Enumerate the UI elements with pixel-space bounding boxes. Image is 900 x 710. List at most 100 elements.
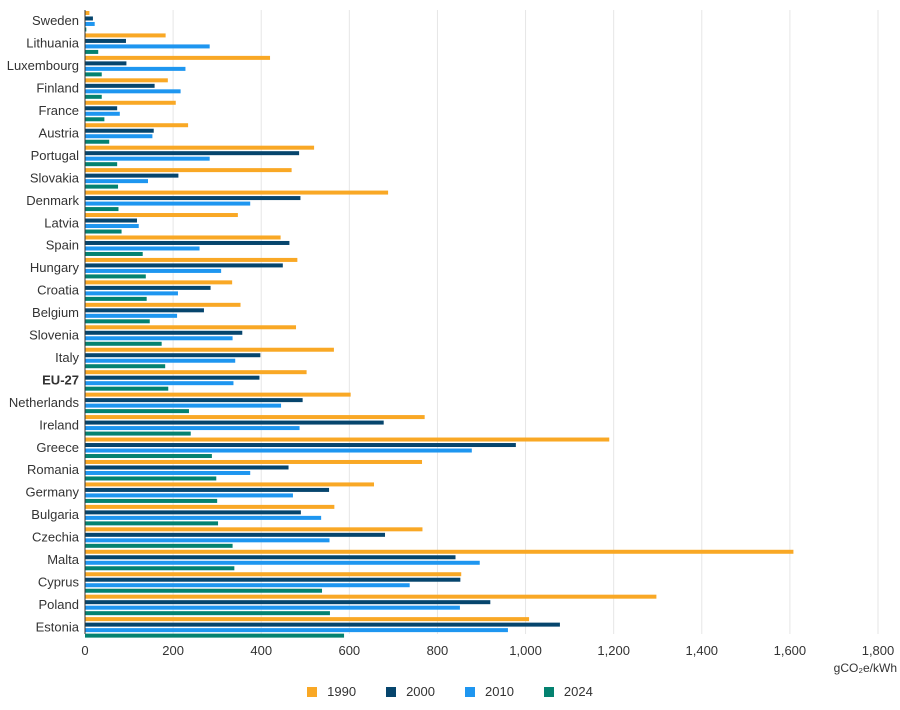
bar-finland-2024[interactable] [85,94,102,99]
bar-malta-2000[interactable] [85,555,456,560]
bar-greece-2010[interactable] [85,448,472,453]
bar-germany-2000[interactable] [85,487,330,492]
bar-spain-1990[interactable] [85,235,281,240]
bar-latvia-2024[interactable] [85,229,122,234]
bar-malta-2024[interactable] [85,566,235,571]
bar-croatia-2010[interactable] [85,291,178,296]
bar-germany-2024[interactable] [85,498,218,503]
bar-finland-2000[interactable] [85,83,155,88]
bar-hungary-2024[interactable] [85,274,146,279]
bar-bulgaria-2024[interactable] [85,521,219,526]
bar-cyprus-1990[interactable] [85,572,462,577]
bar-romania-2024[interactable] [85,476,217,481]
bar-poland-2010[interactable] [85,605,460,610]
legend-item-1990[interactable]: 1990 [307,684,356,699]
bar-poland-2024[interactable] [85,611,330,616]
bar-romania-1990[interactable] [85,459,423,464]
bar-lithuania-2000[interactable] [85,38,126,43]
bar-slovenia-2010[interactable] [85,336,233,341]
bar-france-2024[interactable] [85,117,105,122]
bar-slovakia-2010[interactable] [85,179,148,184]
bar-eu-27-1990[interactable] [85,370,307,375]
bar-poland-1990[interactable] [85,594,657,599]
bar-greece-1990[interactable] [85,437,610,442]
bar-sweden-2010[interactable] [85,21,95,26]
bar-estonia-1990[interactable] [85,617,530,622]
bar-austria-2024[interactable] [85,139,110,144]
bar-italy-2024[interactable] [85,364,166,369]
bar-spain-2000[interactable] [85,240,290,245]
bar-latvia-2000[interactable] [85,218,137,223]
bar-cyprus-2024[interactable] [85,588,323,593]
bar-estonia-2010[interactable] [85,628,508,633]
legend-item-2000[interactable]: 2000 [386,684,435,699]
bar-eu-27-2000[interactable] [85,375,260,380]
legend-item-2024[interactable]: 2024 [543,684,593,699]
bar-greece-2024[interactable] [85,454,212,459]
bar-germany-1990[interactable] [85,482,375,487]
bar-luxembourg-2010[interactable] [85,66,186,71]
bar-france-1990[interactable] [85,100,176,105]
bar-slovenia-2000[interactable] [85,330,243,335]
bar-portugal-2000[interactable] [85,151,300,156]
bar-france-2000[interactable] [85,106,118,111]
bar-belgium-2024[interactable] [85,319,150,324]
bar-denmark-2024[interactable] [85,207,119,212]
bar-romania-2000[interactable] [85,465,289,470]
bar-czechia-1990[interactable] [85,527,423,532]
bar-belgium-2000[interactable] [85,308,204,313]
bar-hungary-1990[interactable] [85,257,298,262]
bar-sweden-2024[interactable] [85,27,87,32]
bar-latvia-2010[interactable] [85,224,139,229]
bar-poland-2000[interactable] [85,600,491,605]
bar-cyprus-2000[interactable] [85,577,461,582]
bar-czechia-2010[interactable] [85,538,330,543]
bar-hungary-2000[interactable] [85,263,283,268]
bar-lithuania-2010[interactable] [85,44,210,49]
bar-lithuania-2024[interactable] [85,49,99,54]
bar-spain-2010[interactable] [85,246,200,251]
bar-luxembourg-2000[interactable] [85,61,127,66]
bar-netherlands-2000[interactable] [85,398,303,403]
bar-malta-1990[interactable] [85,549,794,554]
bar-eu-27-2010[interactable] [85,381,234,386]
bar-spain-2024[interactable] [85,251,143,256]
bar-czechia-2000[interactable] [85,532,386,537]
bar-slovenia-2024[interactable] [85,341,162,346]
bar-sweden-2000[interactable] [85,16,93,21]
bar-luxembourg-1990[interactable] [85,55,271,60]
bar-malta-2010[interactable] [85,560,480,565]
bar-slovakia-1990[interactable] [85,168,292,173]
bar-ireland-2010[interactable] [85,426,300,431]
bar-netherlands-2024[interactable] [85,409,189,414]
bar-denmark-2010[interactable] [85,201,251,206]
bar-austria-2010[interactable] [85,134,153,139]
legend-item-2010[interactable]: 2010 [465,684,514,699]
bar-finland-2010[interactable] [85,89,181,94]
bar-austria-1990[interactable] [85,123,189,128]
bar-italy-2000[interactable] [85,353,261,358]
bar-estonia-2024[interactable] [85,633,345,638]
bar-slovenia-1990[interactable] [85,325,297,330]
bar-slovakia-2000[interactable] [85,173,179,178]
bar-croatia-2024[interactable] [85,296,147,301]
bar-germany-2010[interactable] [85,493,293,498]
bar-belgium-1990[interactable] [85,302,241,307]
bar-ireland-1990[interactable] [85,415,425,420]
bar-bulgaria-2000[interactable] [85,510,301,515]
bar-slovakia-2024[interactable] [85,184,119,189]
bar-greece-2000[interactable] [85,443,516,448]
bar-bulgaria-2010[interactable] [85,515,322,520]
bar-croatia-1990[interactable] [85,280,233,285]
bar-france-2010[interactable] [85,111,120,116]
bar-denmark-2000[interactable] [85,196,301,201]
bar-finland-1990[interactable] [85,78,168,83]
bar-cyprus-2010[interactable] [85,583,410,588]
bar-eu-27-2024[interactable] [85,386,169,391]
bar-luxembourg-2024[interactable] [85,72,102,77]
bar-portugal-1990[interactable] [85,145,315,150]
bar-denmark-1990[interactable] [85,190,389,195]
bar-lithuania-1990[interactable] [85,33,166,38]
bar-latvia-1990[interactable] [85,213,238,218]
bar-bulgaria-1990[interactable] [85,504,335,509]
